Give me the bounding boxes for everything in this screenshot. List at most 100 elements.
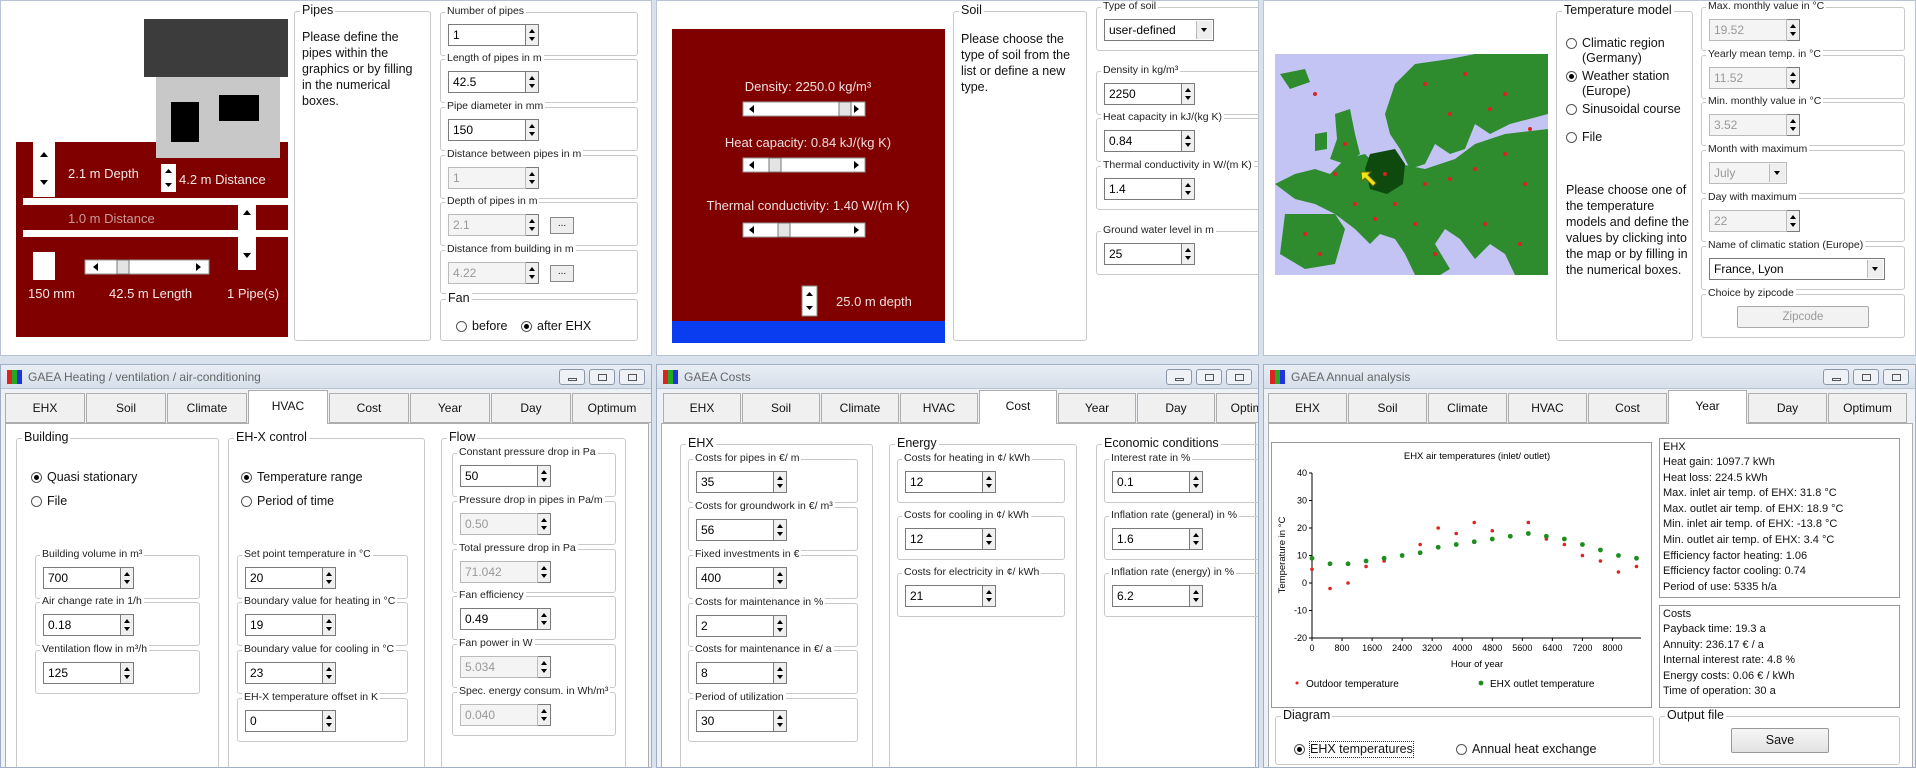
spinner[interactable]	[323, 567, 336, 589]
input-box[interactable]: 30	[696, 710, 774, 732]
input-box[interactable]: 56	[696, 519, 774, 541]
input-box[interactable]: 2250	[1104, 83, 1182, 105]
radio-button[interactable]	[31, 472, 42, 483]
input-box[interactable]: 5.034	[460, 656, 538, 678]
spinner[interactable]	[526, 24, 539, 46]
input-box[interactable]: 1	[448, 167, 526, 189]
input-box[interactable]: 71.042	[460, 561, 538, 583]
spinner[interactable]	[1787, 210, 1800, 232]
input-box[interactable]: 11.52	[1709, 67, 1787, 89]
spinner[interactable]	[983, 585, 996, 607]
input-box[interactable]: 1	[448, 24, 526, 46]
radio-label[interactable]: Quasi stationary	[47, 470, 138, 484]
spinner[interactable]	[774, 662, 787, 684]
station-marker[interactable]	[1503, 152, 1507, 156]
input-box[interactable]: 2.1	[448, 214, 526, 236]
station-marker[interactable]	[1383, 172, 1387, 176]
spinner[interactable]	[121, 662, 134, 684]
radio-button[interactable]	[1566, 104, 1577, 115]
input-box[interactable]: 0.040	[460, 704, 538, 726]
tab[interactable]: Year	[1668, 390, 1747, 424]
spinner[interactable]	[538, 608, 551, 630]
tab[interactable]: Cost	[329, 393, 409, 423]
tab[interactable]: Soil	[742, 393, 820, 423]
input-box[interactable]: 1.4	[1104, 178, 1182, 200]
tab[interactable]: Year	[1058, 393, 1136, 423]
radio-button[interactable]	[1566, 132, 1577, 143]
station-marker[interactable]	[1313, 92, 1317, 96]
tab[interactable]: Day	[491, 393, 571, 423]
tab[interactable]: Soil	[86, 393, 166, 423]
input-box[interactable]: 0.1	[1112, 471, 1190, 493]
station-marker[interactable]	[1333, 172, 1337, 176]
spinner[interactable]	[774, 615, 787, 637]
spinner[interactable]	[121, 567, 134, 589]
tab[interactable]: HVAC	[248, 390, 328, 424]
radio-button[interactable]	[1566, 71, 1577, 82]
spinner[interactable]	[526, 71, 539, 93]
spinner[interactable]	[1190, 471, 1203, 493]
station-marker[interactable]	[1413, 222, 1417, 226]
station-marker[interactable]	[1343, 142, 1347, 146]
input-box[interactable]: 0.84	[1104, 130, 1182, 152]
station-marker[interactable]	[1353, 202, 1357, 206]
spinner[interactable]	[323, 662, 336, 684]
input-box[interactable]: 22	[1709, 210, 1787, 232]
tab[interactable]: EHX	[5, 393, 85, 423]
input-box[interactable]: 35	[696, 471, 774, 493]
combo-box[interactable]: July	[1709, 162, 1787, 184]
input-box[interactable]: 19.52	[1709, 19, 1787, 41]
input-box[interactable]: 8	[696, 662, 774, 684]
input-box[interactable]: 6.2	[1112, 585, 1190, 607]
spinner[interactable]	[323, 710, 336, 732]
input-box[interactable]: 50	[460, 465, 538, 487]
input-box[interactable]: 42.5	[448, 71, 526, 93]
input-box[interactable]: 12	[905, 528, 983, 550]
combo-box[interactable]: France, Lyon	[1709, 258, 1885, 280]
radio-label[interactable]: before	[472, 319, 508, 333]
spinner[interactable]	[526, 262, 539, 284]
spinner[interactable]	[1190, 528, 1203, 550]
input-box[interactable]: 0.49	[460, 608, 538, 630]
spinner[interactable]	[1182, 178, 1195, 200]
input-box[interactable]: 4.22	[448, 262, 526, 284]
radio-button[interactable]	[1294, 744, 1305, 755]
spinner[interactable]	[1787, 114, 1800, 136]
tab[interactable]: Climate	[167, 393, 247, 423]
tab[interactable]: HVAC	[900, 393, 978, 423]
radio-button[interactable]	[31, 496, 42, 507]
radio-label[interactable]: after EHX	[537, 319, 592, 333]
station-marker[interactable]	[1463, 72, 1467, 76]
radio-label[interactable]: Weather station (Europe)	[1582, 69, 1670, 98]
maximize-button[interactable]	[1853, 369, 1879, 385]
minimize-button[interactable]	[559, 369, 585, 385]
station-marker[interactable]	[1303, 232, 1307, 236]
spinner[interactable]	[121, 614, 134, 636]
radio-label[interactable]: Sinusoidal course	[1582, 102, 1681, 116]
tab[interactable]: Day	[1748, 393, 1827, 423]
combo-box[interactable]: user-defined	[1104, 19, 1214, 41]
station-marker[interactable]	[1393, 202, 1397, 206]
spinner[interactable]	[526, 119, 539, 141]
browse-button[interactable]: ...	[550, 217, 574, 234]
spinner[interactable]	[323, 614, 336, 636]
spinner[interactable]	[1182, 243, 1195, 265]
spinner[interactable]	[1190, 585, 1203, 607]
europe-map[interactable]	[1275, 54, 1548, 275]
input-box[interactable]: 0.18	[43, 614, 121, 636]
station-marker[interactable]	[1503, 92, 1507, 96]
tab[interactable]: Soil	[1348, 393, 1427, 423]
radio-label[interactable]: EHX temperatures	[1309, 741, 1414, 758]
radio-button[interactable]	[456, 321, 467, 332]
input-box[interactable]: 21	[905, 585, 983, 607]
input-box[interactable]: 125	[43, 662, 121, 684]
spinner[interactable]	[774, 519, 787, 541]
spinner[interactable]	[538, 704, 551, 726]
input-box[interactable]: 150	[448, 119, 526, 141]
spinner[interactable]	[774, 710, 787, 732]
tab[interactable]: EHX	[663, 393, 741, 423]
radio-label[interactable]: File	[47, 494, 68, 508]
spinner[interactable]	[538, 465, 551, 487]
input-box[interactable]: 20	[245, 567, 323, 589]
station-marker[interactable]	[1423, 82, 1427, 86]
